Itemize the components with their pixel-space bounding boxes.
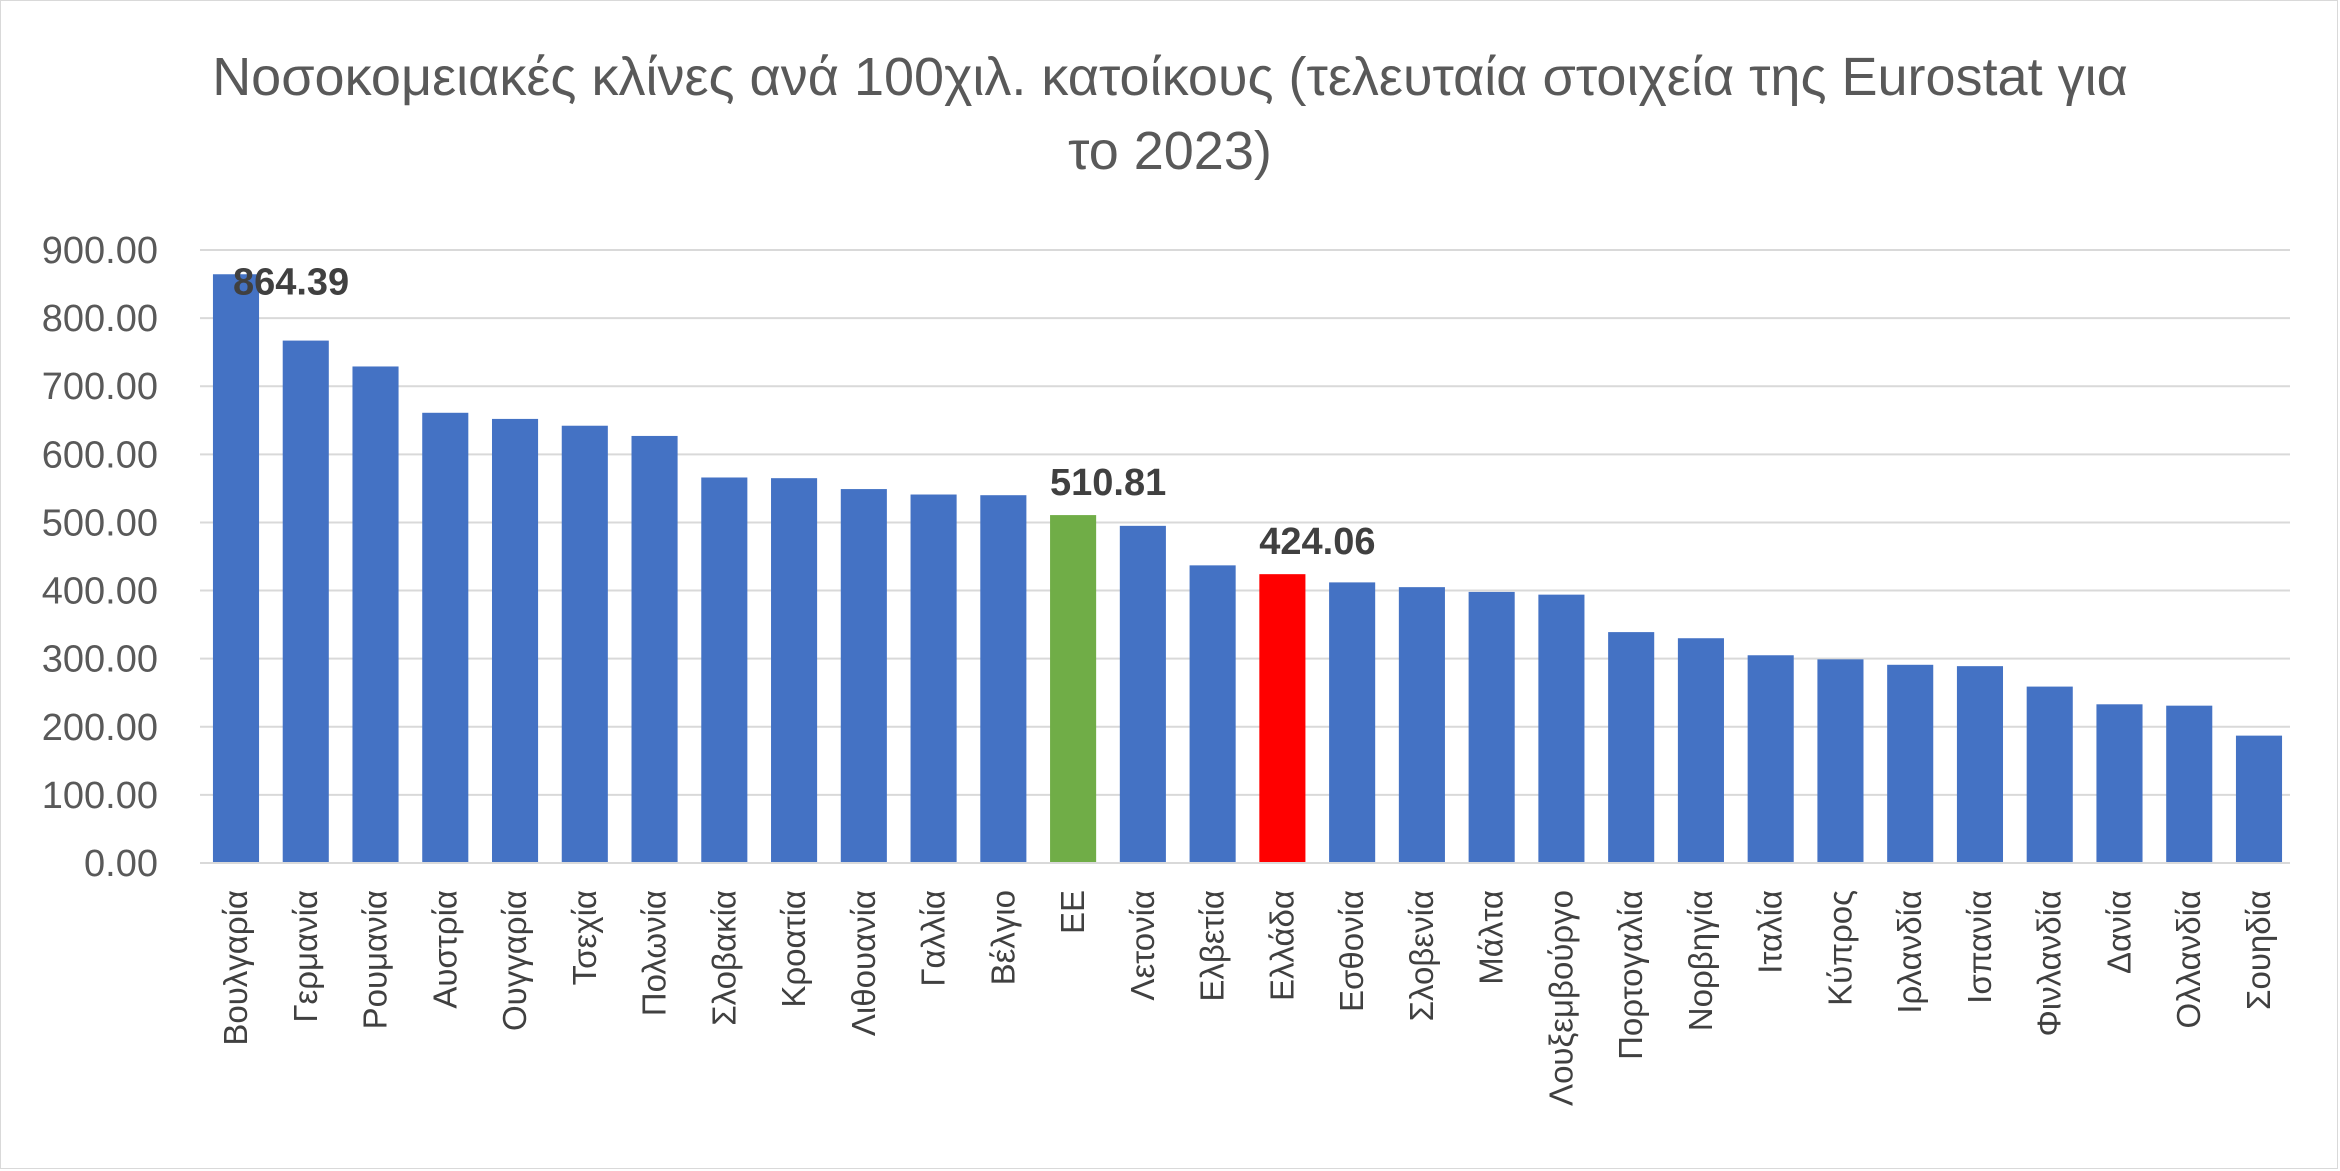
y-tick-label: 600.00 (42, 434, 158, 476)
y-tick-label: 800.00 (42, 298, 158, 340)
x-tick-label: Ρουμανία (357, 890, 394, 1029)
x-tick-label: Δανία (2100, 890, 2137, 974)
bar (1050, 515, 1097, 863)
x-tick-label: Νορβηγία (1682, 890, 1719, 1031)
x-tick-label: Ιταλία (1752, 890, 1789, 974)
bar (840, 489, 887, 863)
bar (1538, 594, 1585, 863)
bar (1747, 655, 1794, 863)
chart-title: Νοσοκομειακές κλίνες ανά 100χιλ. κατοίκο… (212, 47, 2128, 181)
bar (1677, 638, 1724, 863)
x-tick-label: Ουγγαρία (496, 890, 533, 1031)
x-tick-label: Αυστρία (426, 890, 463, 1009)
data-label: 864.39 (233, 261, 349, 303)
x-tick-label: Γαλλία (915, 890, 952, 987)
x-tick-label: Κροατία (775, 890, 812, 1008)
bar (1956, 666, 2004, 863)
y-tick-label: 300.00 (42, 639, 158, 681)
x-tick-label: Βουλγαρία (217, 890, 254, 1046)
bar (2166, 705, 2213, 863)
y-tick-label: 100.00 (42, 775, 158, 817)
bar (910, 494, 957, 863)
bar (282, 340, 329, 863)
bar (1468, 591, 1515, 863)
x-tick-label: Σλοβακία (705, 890, 742, 1026)
x-tick-label: Μάλτα (1473, 890, 1510, 985)
x-tick-label: Εσθονία (1333, 890, 1370, 1012)
x-tick-label: Ιρλανδία (1891, 890, 1928, 1014)
x-tick-label: Γερμανία (287, 890, 324, 1023)
x-tick-label: Πορτογαλία (1612, 890, 1649, 1060)
bar (1189, 565, 1236, 863)
x-tick-label: Σουηδία (2240, 890, 2277, 1010)
bar (352, 366, 399, 863)
bar (2026, 686, 2073, 863)
bar (2235, 735, 2283, 863)
x-tick-label: Πολωνία (636, 890, 673, 1016)
y-tick-label: 200.00 (42, 707, 158, 749)
y-tick-label: 900.00 (42, 230, 158, 272)
bar (631, 435, 678, 863)
bar (1398, 587, 1445, 863)
data-label: 424.06 (1259, 521, 1375, 563)
y-tick-label: 700.00 (42, 366, 158, 408)
x-tick-label: Λιθουανία (845, 890, 882, 1036)
bar (1608, 632, 1655, 863)
x-tick-label: Σλοβενία (1403, 890, 1440, 1021)
bar (1887, 664, 1934, 863)
x-tick-label: Ισπανία (1961, 890, 1998, 1004)
y-tick-label: 0.00 (84, 843, 158, 885)
bar (980, 495, 1027, 863)
y-tick-label: 500.00 (42, 502, 158, 544)
x-tick-label: Ολλανδία (2170, 890, 2207, 1029)
data-label: 510.81 (1050, 462, 1166, 504)
bar (771, 478, 818, 863)
bar (1817, 659, 1864, 863)
bar (491, 418, 539, 863)
x-tick-label: Λουξεμβούργο (1542, 890, 1579, 1106)
bar (701, 477, 748, 863)
bar (1119, 525, 1166, 863)
bar (212, 274, 260, 863)
x-tick-label: Λετονία (1124, 890, 1161, 1001)
bar (1259, 574, 1306, 863)
x-tick-label: ΕΕ (1054, 890, 1091, 934)
x-tick-label: Ελλάδα (1263, 890, 1300, 1001)
y-tick-label: 400.00 (42, 571, 158, 613)
x-tick-label: Φινλανδία (2031, 890, 2068, 1037)
bar (2096, 704, 2143, 863)
bar (422, 412, 469, 863)
x-tick-label: Ελβετία (1194, 890, 1231, 1002)
x-tick-label: Βέλγιο (984, 890, 1021, 985)
x-tick-label: Κύπρος (1821, 890, 1858, 1006)
bar (561, 425, 608, 863)
bar (1329, 582, 1376, 863)
x-tick-label: Τσεχία (566, 890, 603, 985)
